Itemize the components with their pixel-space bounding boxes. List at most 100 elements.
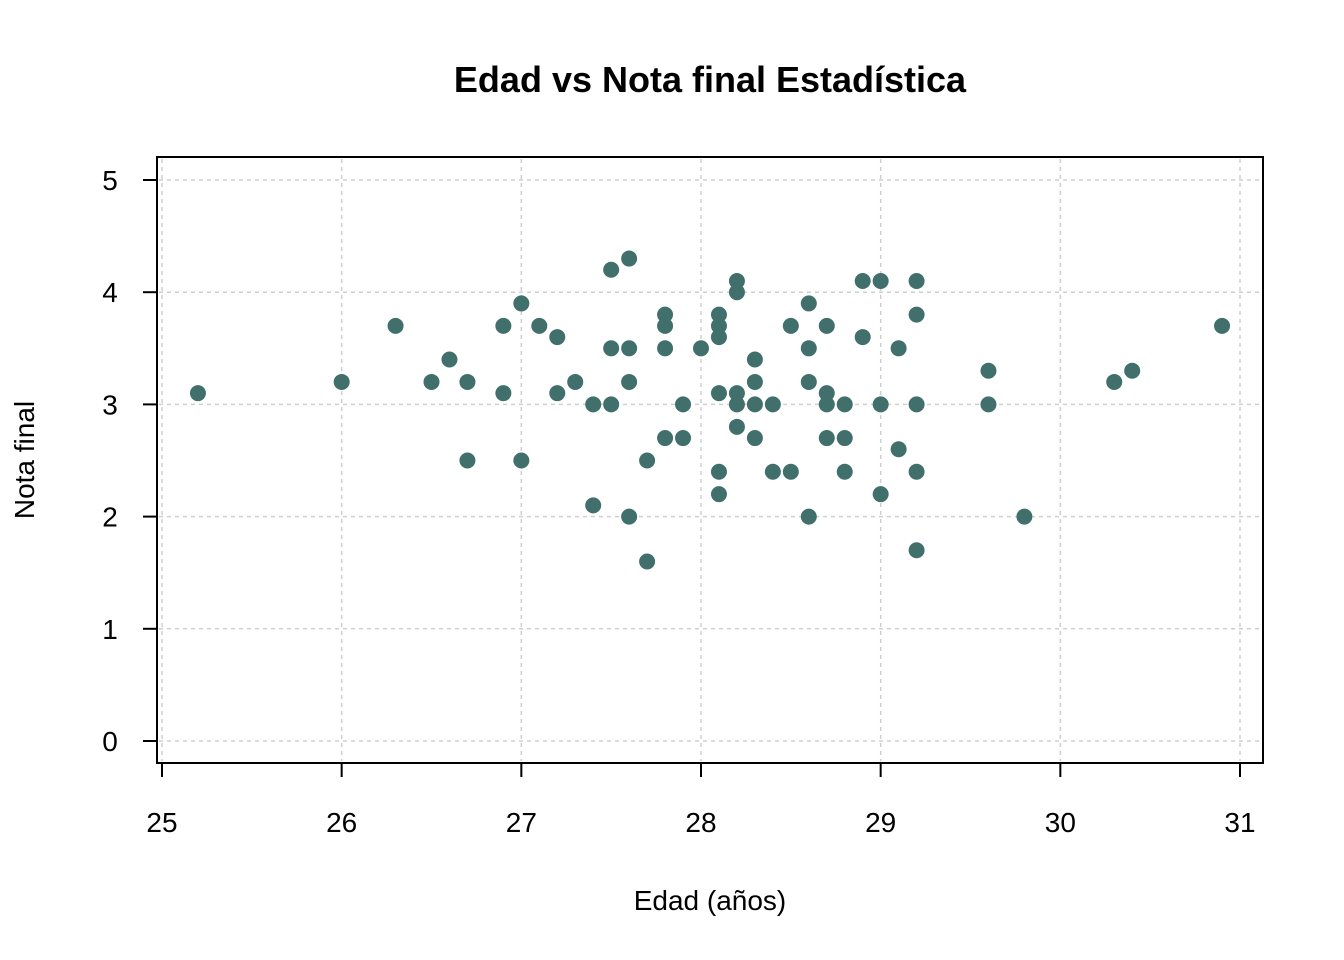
data-point	[890, 441, 907, 458]
x-axis: 25 26 27 28 29 30 31	[146, 762, 1256, 838]
data-point	[908, 306, 925, 323]
data-points	[189, 250, 1231, 570]
y-tick-label: 0	[102, 726, 118, 757]
data-point	[657, 317, 674, 334]
data-point	[639, 553, 656, 570]
data-point	[818, 317, 835, 334]
data-point	[693, 340, 709, 357]
data-point	[800, 508, 817, 525]
data-point	[710, 306, 727, 323]
data-point	[621, 508, 638, 525]
data-point	[980, 396, 997, 413]
data-point	[908, 396, 925, 413]
data-point	[818, 385, 835, 402]
data-point	[657, 306, 674, 323]
data-point	[782, 463, 799, 480]
data-point	[603, 261, 620, 278]
y-tick-label: 5	[102, 165, 118, 196]
data-point	[621, 250, 638, 267]
x-tick-label: 27	[506, 807, 537, 838]
data-point	[549, 329, 566, 346]
data-point	[746, 351, 763, 368]
data-point	[567, 373, 584, 390]
data-point	[764, 463, 781, 480]
data-point	[513, 295, 530, 312]
x-tick-label: 30	[1045, 807, 1076, 838]
data-point	[818, 396, 835, 413]
y-axis-label: Nota final	[9, 401, 40, 519]
data-point	[710, 317, 727, 334]
data-point	[531, 317, 548, 334]
data-point	[854, 329, 871, 346]
data-point	[836, 396, 853, 413]
data-point	[764, 396, 781, 413]
x-tick-label: 29	[865, 807, 896, 838]
data-point	[872, 272, 889, 289]
data-point	[908, 542, 925, 559]
data-point	[585, 396, 602, 413]
data-point	[459, 373, 476, 390]
data-point	[495, 385, 512, 402]
data-point	[872, 486, 889, 503]
data-point	[710, 329, 727, 346]
y-tick-label: 4	[102, 277, 118, 308]
data-point	[836, 430, 853, 447]
y-tick-label: 3	[102, 389, 118, 420]
x-tick-label: 28	[685, 807, 716, 838]
x-tick-label: 26	[326, 807, 357, 838]
data-point	[423, 373, 440, 390]
data-point	[800, 340, 817, 357]
data-point	[585, 497, 602, 514]
data-point	[800, 295, 817, 312]
plot-frame	[156, 156, 1264, 764]
x-tick-label: 31	[1224, 807, 1255, 838]
data-point	[710, 486, 727, 503]
data-point	[890, 340, 907, 357]
y-axis: 0 1 2 3 4 5	[102, 165, 158, 757]
data-point	[603, 340, 620, 357]
data-point	[728, 385, 745, 402]
data-point	[746, 430, 763, 447]
data-point	[908, 463, 925, 480]
data-point	[675, 396, 692, 413]
data-point	[728, 284, 745, 301]
data-point	[189, 385, 206, 402]
data-point	[728, 396, 745, 413]
data-point	[746, 373, 763, 390]
data-point	[387, 317, 404, 334]
data-point	[728, 418, 745, 435]
data-point	[836, 463, 853, 480]
x-axis-label: Edad (años)	[634, 885, 787, 916]
chart-title: Edad vs Nota final Estadística	[454, 59, 967, 100]
data-point	[710, 463, 727, 480]
data-point	[746, 396, 763, 413]
data-point	[800, 373, 817, 390]
data-point	[603, 396, 620, 413]
y-tick-label: 2	[102, 502, 118, 533]
data-point	[728, 272, 745, 289]
data-point	[495, 317, 512, 334]
data-point	[459, 452, 476, 469]
data-point	[710, 385, 727, 402]
grid	[159, 159, 1261, 761]
data-point	[1106, 373, 1123, 390]
data-point	[872, 396, 889, 413]
data-point	[441, 351, 458, 368]
data-point	[1016, 508, 1033, 525]
data-point	[621, 340, 638, 357]
data-point	[549, 385, 566, 402]
x-tick-label: 25	[146, 807, 177, 838]
data-point	[657, 430, 674, 447]
data-point	[621, 373, 638, 390]
data-point	[657, 340, 674, 357]
data-point	[675, 430, 692, 447]
y-tick-label: 1	[102, 614, 118, 645]
data-point	[639, 452, 656, 469]
data-point	[1124, 362, 1141, 379]
data-point	[908, 272, 925, 289]
data-point	[980, 362, 997, 379]
data-point	[1214, 317, 1231, 334]
data-point	[513, 452, 530, 469]
data-point	[818, 430, 835, 447]
